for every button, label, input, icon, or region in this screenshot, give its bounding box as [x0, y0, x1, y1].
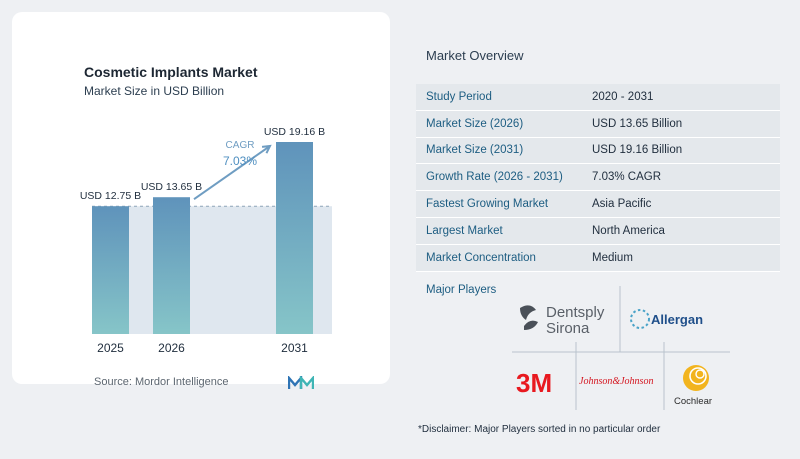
overview-value: Medium: [592, 251, 633, 264]
overview-row-market-size-2031: Market Size (2031) USD 19.16 Billion: [416, 137, 780, 165]
overview-row-fastest-growing: Fastest Growing Market Asia Pacific: [416, 191, 780, 218]
dentsply-sirona-logo: Dentsply Sirona: [520, 304, 605, 337]
jnj-logo-text: Johnson&Johnson: [579, 376, 653, 387]
bar-2026: [153, 197, 190, 334]
cagr-arrow-head-icon: [261, 144, 272, 154]
data-label-2025: USD 12.75 B: [80, 190, 141, 202]
source-note: Source: Mordor Intelligence: [94, 376, 229, 388]
disclaimer: *Disclaimer: Major Players sorted in no …: [418, 424, 661, 435]
tick-label-2031: 2031: [281, 341, 308, 355]
cochlear-mark-icon: [695, 369, 705, 379]
3m-logo-text: 3M: [516, 368, 552, 398]
sirona-text: Sirona: [546, 320, 590, 337]
bar-2025: [92, 206, 129, 334]
overview-row-concentration: Market Concentration Medium: [416, 244, 780, 272]
data-label-2026: USD 13.65 B: [141, 181, 202, 193]
cochlear-mark-icon: [689, 367, 707, 385]
cochlear-text: Cochlear: [674, 396, 712, 407]
bar-2031: [276, 142, 313, 334]
chart-subtitle: Market Size in USD Billion: [84, 84, 225, 98]
cagr-value: 7.03%: [223, 154, 257, 168]
allergan-logo: Allergan: [630, 309, 703, 329]
cagr-label: CAGR: [226, 140, 255, 151]
overview-value: North America: [592, 224, 665, 237]
overview-label: Market Concentration: [426, 251, 536, 264]
overview-row-growth-rate: Growth Rate (2026 - 2031) 7.03% CAGR: [416, 164, 780, 192]
allergan-text: Allergan: [651, 312, 703, 327]
dentsply-mark-icon: [520, 305, 536, 320]
cagr-arrow: [193, 145, 271, 201]
overview-value: 7.03% CAGR: [592, 171, 662, 184]
major-players-title: Major Players: [426, 284, 497, 296]
overview-label: Market Size (2026): [426, 117, 524, 130]
cochlear-logo: Cochlear: [674, 365, 712, 407]
overview-row-study-period: Study Period 2020 - 2031: [416, 84, 780, 111]
major-players-grid: Dentsply Sirona Allergan 3M Johnson&John…: [512, 286, 730, 410]
chart-card: Cosmetic Implants Market Market Size in …: [12, 12, 390, 389]
overview-row-market-size-2026: Market Size (2026) USD 13.65 Billion: [416, 110, 780, 138]
overview-title: Market Overview: [426, 48, 524, 63]
overview-value: USD 19.16 Billion: [592, 144, 683, 157]
overview-label: Fastest Growing Market: [426, 198, 549, 211]
chart-title: Cosmetic Implants Market: [84, 64, 258, 80]
dentsply-text: Dentsply: [546, 304, 605, 321]
overview-label: Largest Market: [426, 224, 503, 237]
overview-value: 2020 - 2031: [592, 90, 654, 103]
overview-row-largest-market: Largest Market North America: [416, 217, 780, 245]
tick-label-2025: 2025: [97, 341, 124, 355]
overview-value: Asia Pacific: [592, 198, 652, 211]
overview-label: Growth Rate (2026 - 2031): [426, 171, 563, 184]
bar-chart: USD 12.75 B 2025 USD 13.65 B 2026 USD 19.16 …: [80, 126, 332, 355]
mordor-logo-icon: [288, 376, 314, 389]
data-label-2031: USD 19.16 B: [264, 126, 325, 138]
overview-value: USD 13.65 Billion: [592, 117, 683, 130]
overview-table: Study Period 2020 - 2031 Market Size (20…: [416, 84, 780, 272]
tick-label-2026: 2026: [158, 341, 185, 355]
allergan-mark-icon: [630, 309, 650, 329]
dentsply-mark-icon: [524, 320, 538, 330]
overview-label: Market Size (2031): [426, 144, 524, 157]
overview-label: Study Period: [426, 90, 492, 103]
